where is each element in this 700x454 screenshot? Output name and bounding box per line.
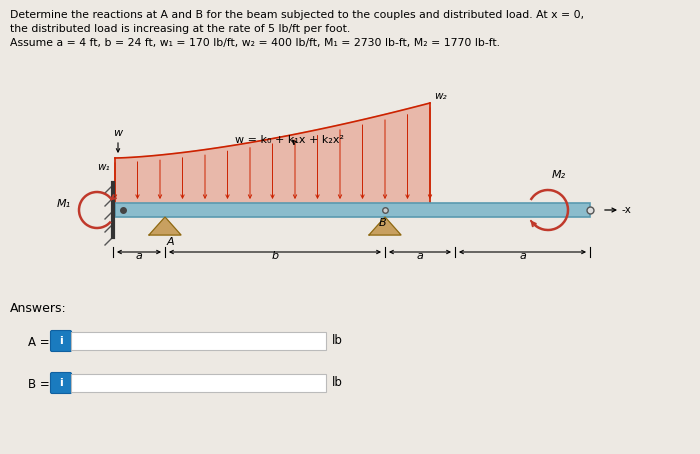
Text: w₁: w₁ xyxy=(97,162,110,172)
Text: the distributed load is increasing at the rate of 5 lb/ft per foot.: the distributed load is increasing at th… xyxy=(10,24,350,34)
Text: Assume a = 4 ft, b = 24 ft, w₁ = 170 lb/ft, w₂ = 400 lb/ft, M₁ = 2730 lb-ft, M₂ : Assume a = 4 ft, b = 24 ft, w₁ = 170 lb/… xyxy=(10,38,500,48)
Text: lb: lb xyxy=(332,335,343,347)
Text: w: w xyxy=(113,128,122,138)
FancyBboxPatch shape xyxy=(50,372,71,394)
Text: -x: -x xyxy=(622,205,632,215)
Text: M₂: M₂ xyxy=(552,170,566,180)
Text: Answers:: Answers: xyxy=(10,302,66,315)
Text: B: B xyxy=(379,218,386,228)
Text: lb: lb xyxy=(332,376,343,390)
Bar xyxy=(115,203,590,217)
Text: a: a xyxy=(416,251,424,261)
Text: w = k₀ + k₁x + k₂x²: w = k₀ + k₁x + k₂x² xyxy=(235,135,344,145)
FancyBboxPatch shape xyxy=(50,331,71,351)
Polygon shape xyxy=(115,103,430,203)
Text: w₂: w₂ xyxy=(434,91,447,101)
Text: i: i xyxy=(59,336,63,346)
Text: b: b xyxy=(272,251,279,261)
Text: a: a xyxy=(519,251,526,261)
Text: i: i xyxy=(59,378,63,388)
Text: A =: A = xyxy=(28,336,50,349)
Text: A: A xyxy=(167,237,174,247)
Text: M₁: M₁ xyxy=(57,199,71,209)
Text: a: a xyxy=(136,251,142,261)
Text: B =: B = xyxy=(28,377,50,390)
Polygon shape xyxy=(369,217,401,235)
Bar xyxy=(71,332,326,350)
Bar xyxy=(71,374,326,392)
Polygon shape xyxy=(149,217,181,235)
Text: Determine the reactions at A and B for the beam subjected to the couples and dis: Determine the reactions at A and B for t… xyxy=(10,10,584,20)
